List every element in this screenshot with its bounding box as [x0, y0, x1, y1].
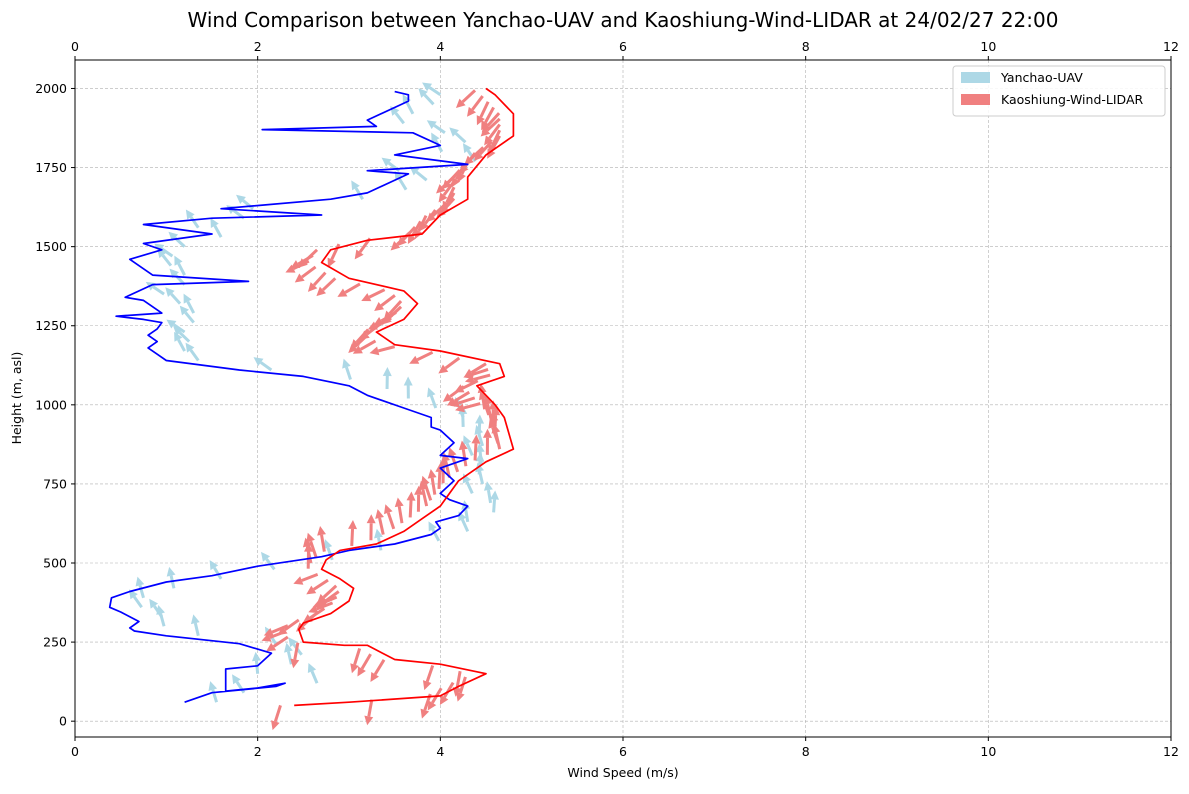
legend-swatch-kaoshiung-wind-lidar: [961, 94, 990, 105]
x-axis-label: Wind Speed (m/s): [567, 765, 678, 780]
legend: Yanchao-UAV Kaoshiung-Wind-LIDAR: [953, 66, 1165, 116]
x-top-tick-label: 6: [619, 39, 627, 54]
x-tick-label: 4: [436, 744, 444, 759]
y-tick-label: 500: [43, 556, 67, 571]
y-tick-label: 1250: [35, 318, 67, 333]
y-tick-label: 1750: [35, 160, 67, 175]
y-tick-label: 1500: [35, 239, 67, 254]
x-tick-label: 0: [71, 744, 79, 759]
legend-label-kaoshiung-wind-lidar: Kaoshiung-Wind-LIDAR: [1001, 92, 1144, 107]
legend-label-yanchao-uav: Yanchao-UAV: [1000, 70, 1083, 85]
y-axis-label: Height (m, asl): [9, 352, 24, 445]
chart-title: Wind Comparison between Yanchao-UAV and …: [188, 8, 1059, 32]
y-tick-label: 750: [43, 476, 67, 491]
x-tick-label: 10: [980, 744, 996, 759]
x-top-tick-label: 12: [1163, 39, 1179, 54]
x-top-tick-label: 8: [802, 39, 810, 54]
legend-swatch-yanchao-uav: [961, 72, 990, 83]
x-tick-label: 8: [802, 744, 810, 759]
x-tick-label: 12: [1163, 744, 1179, 759]
x-top-tick-label: 10: [980, 39, 996, 54]
y-tick-label: 1000: [35, 397, 67, 412]
y-tick-label: 250: [43, 635, 67, 650]
x-tick-label: 2: [254, 744, 262, 759]
x-top-tick-label: 4: [436, 39, 444, 54]
x-top-tick-label: 2: [254, 39, 262, 54]
x-top-tick-label: 0: [71, 39, 79, 54]
y-tick-label: 0: [59, 714, 67, 729]
y-tick-label: 2000: [35, 81, 67, 96]
x-tick-label: 6: [619, 744, 627, 759]
